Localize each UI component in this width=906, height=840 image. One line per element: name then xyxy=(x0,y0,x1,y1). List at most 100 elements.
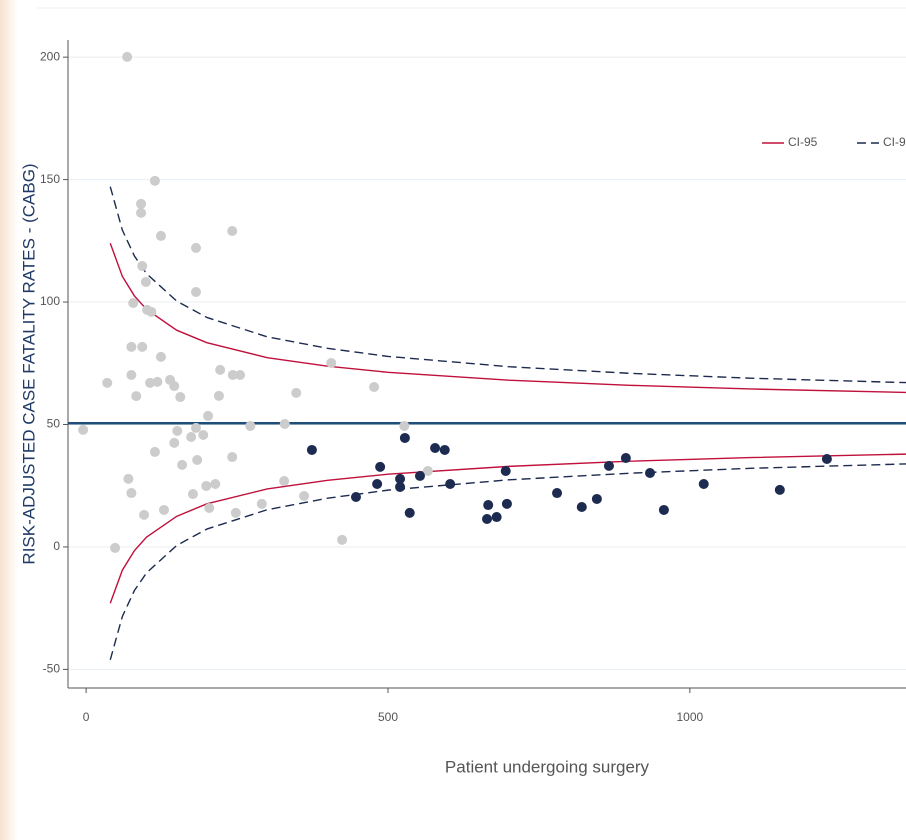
data-point xyxy=(186,431,197,442)
data-point xyxy=(482,514,492,525)
data-point xyxy=(215,364,226,375)
data-point xyxy=(128,298,139,309)
data-point xyxy=(491,512,502,523)
data-point xyxy=(203,410,214,421)
data-point xyxy=(645,467,656,478)
y-axis-title: RISK-ADJUSTED CASE FATALITY RATES - (CAB… xyxy=(19,163,38,564)
data-point xyxy=(139,509,150,520)
data-point xyxy=(227,226,238,237)
data-point xyxy=(169,381,180,392)
data-point xyxy=(350,491,361,502)
limit-line xyxy=(109,243,906,394)
data-point xyxy=(774,484,785,495)
limit-line xyxy=(109,463,906,661)
data-point xyxy=(201,480,212,491)
data-point xyxy=(395,473,406,484)
data-point xyxy=(169,437,180,448)
data-point xyxy=(198,430,209,441)
data-point xyxy=(137,261,148,272)
data-point xyxy=(187,489,198,500)
data-point xyxy=(235,370,246,381)
data-point xyxy=(698,479,709,489)
data-point xyxy=(190,422,201,433)
data-point xyxy=(123,473,134,484)
data-point xyxy=(126,370,137,381)
data-point xyxy=(576,502,587,513)
y-tick-label: 100 xyxy=(40,294,60,308)
data-point xyxy=(591,493,602,504)
legend-label: CI-99 xyxy=(883,135,906,149)
edge-shade xyxy=(0,0,18,840)
data-point xyxy=(175,392,186,403)
data-point xyxy=(256,498,267,509)
data-point xyxy=(155,230,166,241)
data-point xyxy=(658,504,669,515)
data-point xyxy=(414,470,425,481)
data-point xyxy=(422,466,433,477)
y-tick-label: 150 xyxy=(40,172,60,186)
data-point xyxy=(603,460,614,471)
data-point xyxy=(190,242,201,253)
x-tick-label: 500 xyxy=(378,710,398,724)
y-tick-label: 50 xyxy=(47,417,61,431)
data-point xyxy=(326,358,337,369)
data-point xyxy=(158,504,169,515)
data-point xyxy=(140,276,151,287)
data-point xyxy=(399,432,410,443)
data-point xyxy=(430,443,441,453)
data-point xyxy=(110,542,121,553)
data-point xyxy=(227,452,238,463)
x-tick-label: 0 xyxy=(83,710,90,724)
data-point xyxy=(245,420,256,431)
data-point xyxy=(204,503,215,513)
data-point xyxy=(122,51,133,62)
data-point xyxy=(337,534,348,545)
data-point xyxy=(78,424,89,435)
y-tick-label: -50 xyxy=(43,662,61,676)
legend-label: CI-95 xyxy=(788,135,818,149)
data-point xyxy=(152,376,163,387)
data-point xyxy=(149,446,160,457)
data-point xyxy=(279,476,290,487)
x-axis-title: Patient undergoing surgery xyxy=(445,757,650,776)
data-point xyxy=(137,341,148,352)
data-point xyxy=(136,198,147,209)
data-point xyxy=(620,453,631,464)
data-point xyxy=(146,306,157,317)
data-point xyxy=(227,370,238,381)
data-point xyxy=(190,287,201,297)
data-point xyxy=(445,479,456,489)
data-point xyxy=(404,507,415,518)
data-point xyxy=(483,500,494,511)
data-point xyxy=(399,420,410,431)
y-tick-label: 0 xyxy=(53,539,60,553)
x-tick-label: 1000 xyxy=(677,710,704,724)
data-point xyxy=(821,454,832,465)
data-point xyxy=(149,175,160,186)
data-point xyxy=(369,382,380,393)
data-point xyxy=(213,390,224,401)
data-point xyxy=(552,488,563,499)
data-point xyxy=(439,444,450,455)
data-point xyxy=(279,419,290,429)
data-point xyxy=(172,425,183,436)
data-point xyxy=(375,461,386,472)
y-tick-label: 200 xyxy=(40,49,60,63)
data-point xyxy=(136,207,147,218)
data-point xyxy=(192,455,203,465)
data-point xyxy=(395,481,406,492)
data-point xyxy=(126,488,137,499)
data-point xyxy=(131,391,142,402)
data-point xyxy=(306,444,317,455)
data-point xyxy=(210,479,221,489)
data-point xyxy=(299,491,310,501)
data-point xyxy=(155,351,166,362)
data-point xyxy=(126,341,137,352)
limit-line xyxy=(109,186,906,384)
data-point xyxy=(102,377,113,388)
data-point xyxy=(230,507,241,518)
data-point xyxy=(500,466,511,477)
data-point xyxy=(501,498,512,509)
